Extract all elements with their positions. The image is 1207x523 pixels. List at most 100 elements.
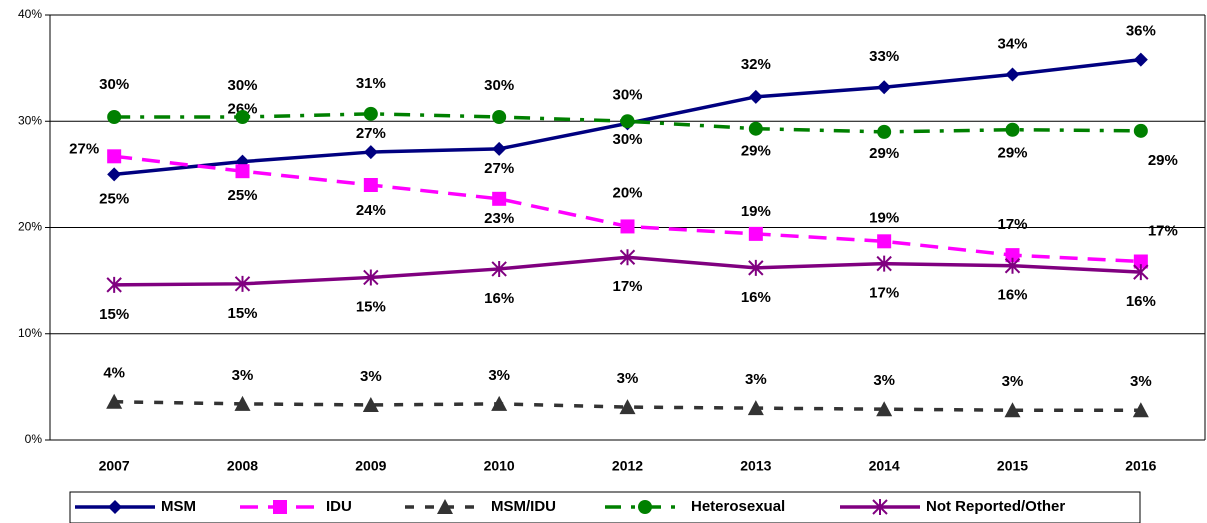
marker [107, 167, 122, 182]
data-label: 36% [1126, 23, 1156, 40]
marker [1005, 248, 1020, 263]
data-label: 15% [99, 306, 129, 323]
data-label: 19% [869, 209, 899, 226]
data-label: 3% [1002, 373, 1024, 390]
marker [107, 149, 122, 164]
marker [748, 226, 763, 241]
data-label: 3% [873, 372, 895, 389]
data-label: 29% [1148, 152, 1178, 169]
legend-label: MSM/IDU [491, 498, 556, 515]
y-tick-label: 40% [18, 7, 42, 21]
data-label: 17% [612, 278, 642, 295]
marker [492, 141, 507, 156]
data-label: 27% [356, 125, 386, 142]
marker [877, 234, 892, 249]
marker [638, 500, 652, 514]
data-label: 30% [227, 77, 257, 94]
series-line [113, 154, 1141, 264]
data-label: 33% [869, 48, 899, 65]
marker [363, 269, 379, 286]
data-label: 29% [997, 145, 1027, 162]
marker [363, 106, 378, 121]
marker [235, 164, 250, 179]
marker [619, 249, 636, 266]
data-label: 3% [617, 370, 639, 387]
data-label: 32% [741, 56, 771, 73]
marker [1005, 67, 1020, 82]
data-label: 17% [997, 216, 1027, 233]
marker [491, 395, 508, 411]
x-tick-label: 2009 [355, 458, 386, 474]
y-tick-label: 0% [25, 432, 43, 446]
y-tick-label: 10% [18, 326, 42, 340]
marker [620, 219, 635, 234]
data-label: 30% [612, 131, 642, 148]
x-tick-label: 2013 [740, 458, 771, 474]
x-tick-label: 2008 [227, 458, 258, 474]
y-tick-label: 30% [18, 113, 42, 127]
marker [748, 89, 763, 104]
data-label: 24% [356, 202, 386, 219]
legend-label: IDU [326, 498, 352, 515]
data-label: 34% [997, 35, 1027, 52]
marker [106, 393, 123, 409]
data-label: 19% [741, 203, 771, 220]
data-label: 23% [484, 210, 514, 227]
marker [1004, 402, 1021, 418]
y-tick-label: 20% [18, 220, 42, 234]
marker [1133, 254, 1148, 269]
marker [234, 275, 251, 292]
x-tick-label: 2007 [99, 458, 130, 474]
marker [619, 399, 636, 415]
x-tick-label: 2010 [484, 458, 515, 474]
marker [363, 145, 378, 160]
data-label: 15% [227, 305, 257, 322]
data-label: 16% [741, 289, 771, 306]
marker [108, 500, 122, 514]
series-line [114, 112, 1141, 134]
data-label: 15% [356, 298, 386, 315]
data-label: 16% [484, 290, 514, 307]
marker [876, 401, 893, 417]
marker [491, 260, 507, 277]
data-label: 20% [612, 184, 642, 201]
data-label: 17% [869, 285, 899, 302]
marker [620, 114, 635, 129]
data-label: 30% [484, 77, 514, 94]
marker [273, 500, 287, 514]
data-label: 29% [741, 143, 771, 160]
data-label: 3% [232, 367, 254, 384]
data-label: 25% [227, 187, 257, 204]
data-label: 3% [1130, 373, 1152, 390]
marker [1133, 123, 1148, 138]
marker [872, 499, 888, 515]
marker [492, 110, 507, 124]
marker [747, 400, 764, 416]
marker [492, 191, 507, 206]
data-label: 4% [103, 365, 125, 382]
data-label: 3% [488, 367, 510, 384]
marker [363, 178, 378, 192]
marker [362, 396, 379, 412]
marker [235, 110, 250, 124]
x-tick-label: 2012 [612, 458, 643, 474]
data-label: 26% [227, 101, 257, 118]
data-label: 16% [1126, 293, 1156, 310]
marker [748, 259, 764, 276]
marker [1133, 264, 1149, 281]
data-label: 29% [869, 145, 899, 162]
marker [1004, 257, 1021, 274]
x-tick-label: 2015 [997, 458, 1028, 474]
marker [877, 80, 892, 95]
data-label: 27% [484, 160, 514, 177]
marker [437, 499, 453, 514]
marker [876, 255, 892, 272]
marker [877, 124, 892, 139]
data-label: 27% [69, 140, 99, 157]
legend-label: Heterosexual [691, 498, 785, 515]
marker [1005, 122, 1020, 137]
marker [1132, 402, 1149, 418]
data-label: 30% [99, 76, 129, 93]
marker [107, 110, 122, 124]
